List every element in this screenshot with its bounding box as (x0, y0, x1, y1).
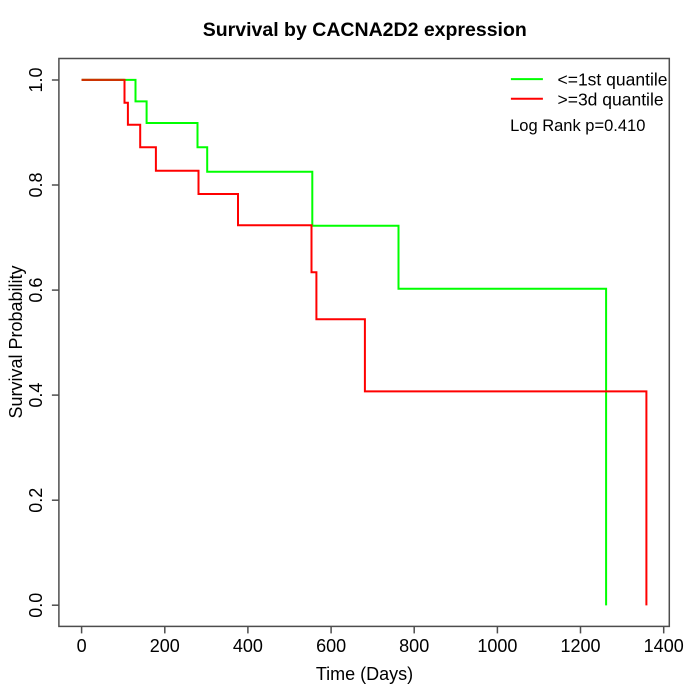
svg-text:<=1st quantile: <=1st quantile (558, 69, 668, 89)
svg-text:0.4: 0.4 (26, 383, 46, 408)
svg-text:1200: 1200 (560, 636, 600, 656)
svg-text:0.2: 0.2 (26, 488, 46, 513)
svg-text:0.6: 0.6 (26, 278, 46, 303)
svg-text:1.0: 1.0 (26, 67, 46, 92)
svg-text:1000: 1000 (477, 636, 517, 656)
svg-text:400: 400 (233, 636, 263, 656)
svg-text:Log Rank p=0.410: Log Rank p=0.410 (510, 117, 645, 135)
svg-text:Survival Probability: Survival Probability (6, 265, 26, 418)
svg-text:Time (Days): Time (Days) (316, 664, 413, 684)
svg-text:0.0: 0.0 (26, 593, 46, 618)
svg-text:600: 600 (316, 636, 346, 656)
svg-text:0.8: 0.8 (26, 172, 46, 197)
svg-text:Survival by CACNA2D2 expressio: Survival by CACNA2D2 expression (203, 19, 527, 41)
svg-text:0: 0 (77, 636, 87, 656)
svg-text:1400: 1400 (644, 636, 684, 656)
svg-text:>=3d quantile: >=3d quantile (558, 89, 664, 109)
svg-text:200: 200 (150, 636, 180, 656)
svg-text:800: 800 (399, 636, 429, 656)
